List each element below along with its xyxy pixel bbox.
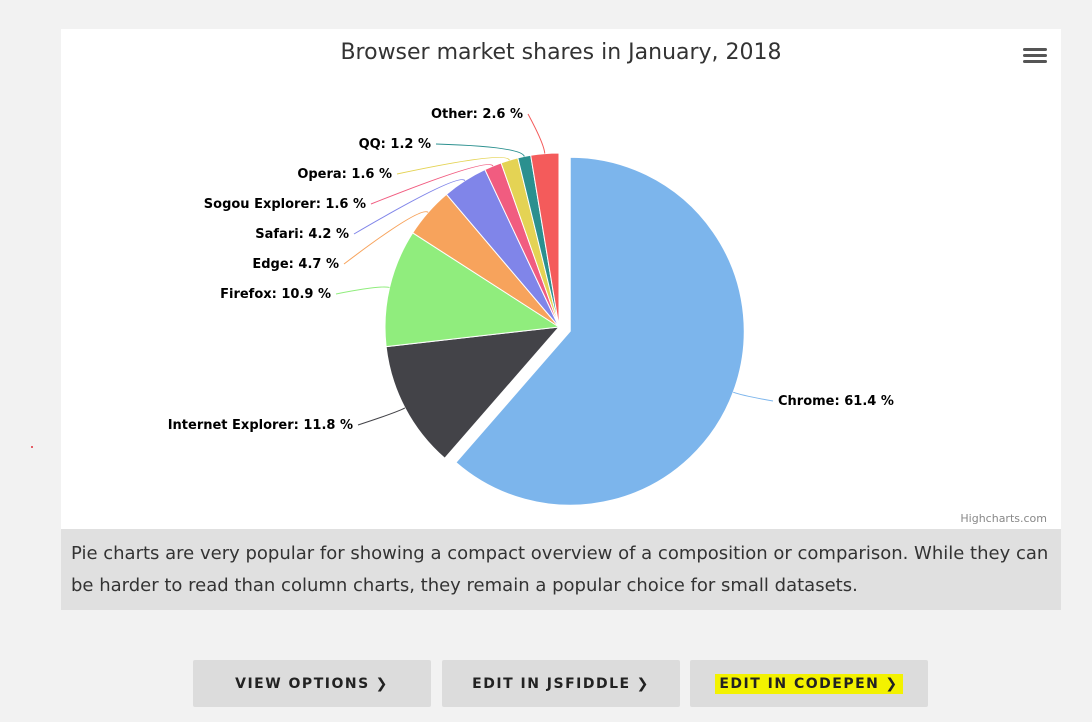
data-label: Safari: 4.2 % (255, 227, 349, 242)
stray-mark (31, 446, 33, 448)
connector-line (357, 407, 406, 426)
data-label: Edge: 4.7 % (252, 257, 339, 272)
edit-in-codepen-button[interactable]: EDIT IN CODEPEN ❯ (690, 660, 928, 707)
connector-line (343, 211, 429, 265)
data-label: Chrome: 61.4 % (778, 394, 894, 409)
edit-in-jsfiddle-button[interactable]: EDIT IN JSFIDDLE ❯ (442, 660, 680, 707)
data-label: Opera: 1.6 % (297, 167, 392, 182)
edit-in-codepen-label: EDIT IN CODEPEN (719, 675, 880, 692)
chevron-right-icon: ❯ (885, 675, 899, 692)
data-label: QQ: 1.2 % (359, 137, 431, 152)
chart-container: Browser market shares in January, 2018 C… (61, 29, 1061, 529)
data-label: Firefox: 10.9 % (220, 287, 331, 302)
data-label: Internet Explorer: 11.8 % (168, 418, 353, 433)
chart-description: Pie charts are very popular for showing … (61, 529, 1061, 610)
pie-slice-chrome[interactable] (455, 156, 745, 506)
connector-line (527, 113, 546, 154)
connector-line (733, 391, 774, 402)
pie-slice-firefox[interactable] (384, 232, 561, 348)
connector-line (396, 156, 510, 175)
chart-title: Browser market shares in January, 2018 (340, 40, 781, 65)
data-label: Other: 2.6 % (431, 107, 523, 122)
hamburger-menu-icon (1023, 48, 1047, 51)
edit-in-jsfiddle-label: EDIT IN JSFIDDLE (472, 675, 631, 692)
chart-menu-button[interactable] (1023, 46, 1047, 66)
chevron-right-icon: ❯ (636, 675, 650, 692)
connector-line (435, 143, 525, 157)
pie-slice-other[interactable] (530, 152, 560, 328)
view-options-label: VIEW OPTIONS (235, 675, 370, 692)
chart-credits[interactable]: Highcharts.com (960, 512, 1047, 525)
chevron-right-icon: ❯ (375, 675, 389, 692)
data-label: Sogou Explorer: 1.6 % (204, 197, 366, 212)
pie-chart: Browser market shares in January, 2018 C… (168, 40, 894, 506)
connector-line (335, 286, 390, 295)
connector-line (353, 179, 466, 235)
view-options-button[interactable]: VIEW OPTIONS ❯ (193, 660, 431, 707)
pie-slice-internet-explorer[interactable] (385, 326, 561, 459)
connector-line (370, 164, 494, 205)
